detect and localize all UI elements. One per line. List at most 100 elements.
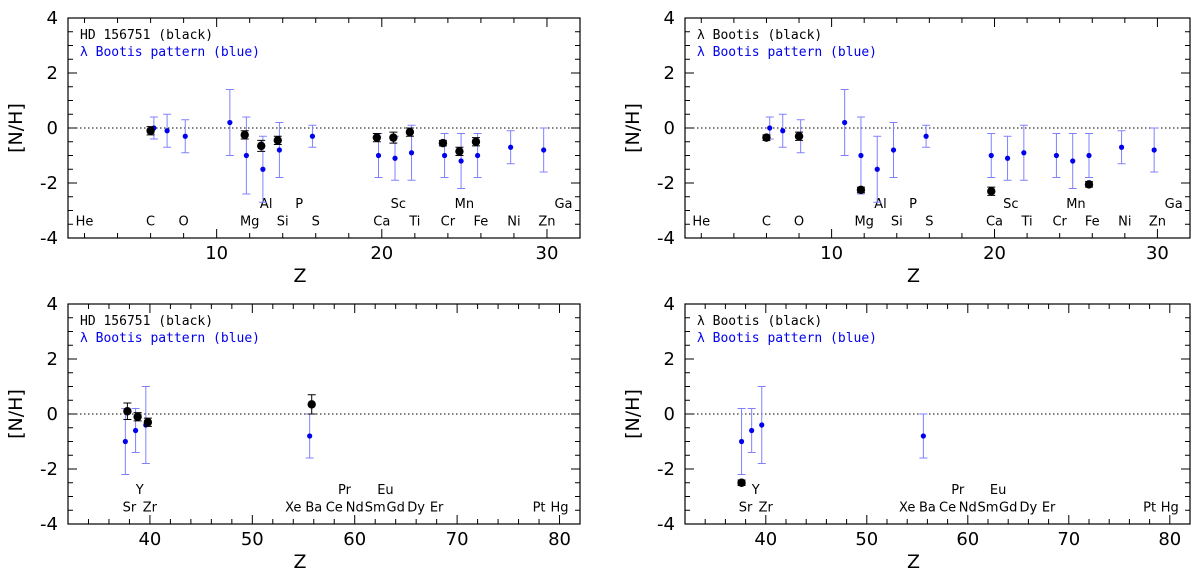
x-tick-label: 80 <box>548 529 571 550</box>
data-point <box>475 152 481 159</box>
x-tick-label: 30 <box>536 243 559 264</box>
y-tick-label: 4 <box>47 294 58 315</box>
data-point <box>858 152 864 159</box>
y-tick-label: 0 <box>47 404 58 425</box>
x-tick-label: 60 <box>956 529 979 550</box>
y-tick-label: 2 <box>47 63 58 84</box>
y-tick-label: -2 <box>40 173 58 194</box>
element-label-hg: Hg <box>551 501 569 516</box>
y-tick-label: 4 <box>664 8 675 29</box>
data-point <box>375 152 382 159</box>
data-point <box>780 128 786 134</box>
element-label-ni: Ni <box>1118 215 1131 230</box>
element-label-nd: Nd <box>346 501 364 516</box>
data-point <box>307 400 316 409</box>
x-tick-label: 20 <box>983 243 1006 264</box>
data-point <box>759 422 765 428</box>
data-point <box>842 119 848 126</box>
x-tick-label: 40 <box>754 529 777 550</box>
series-black <box>737 478 746 487</box>
panel-top-right: 420-2-410 20 30Z[N/H]λ Bootis (black)λ Boo… <box>622 8 1191 287</box>
y-tick-label: -2 <box>40 459 58 480</box>
data-point <box>890 147 897 153</box>
data-point <box>1086 152 1092 159</box>
legend-entry-black: λ Bootis (black) <box>697 314 822 329</box>
x-tick-label: 70 <box>1057 529 1080 550</box>
element-label-gd: Gd <box>387 501 405 516</box>
element-label-sr: Sr <box>739 501 753 516</box>
data-point <box>164 128 170 134</box>
y-axis-label: [N/H] <box>622 389 644 439</box>
element-label-ce: Ce <box>326 501 343 516</box>
element-label-c: C <box>762 215 771 230</box>
element-label-er: Er <box>430 501 444 516</box>
data-point <box>1151 147 1157 153</box>
x-tick-label: 70 <box>446 529 469 550</box>
x-tick-label: 30 <box>1146 243 1169 264</box>
element-label-cr: Cr <box>441 215 456 230</box>
x-tick-label: 50 <box>241 529 264 550</box>
element-label-y: Y <box>751 483 760 498</box>
element-label-eu: Eu <box>990 483 1006 498</box>
element-label-s: S <box>925 215 933 230</box>
x-axis-label: Z <box>907 265 920 287</box>
legend-entry-black: HD 156751 (black) <box>80 314 213 329</box>
y-tick-label: -2 <box>657 173 675 194</box>
data-point <box>276 147 283 153</box>
y-tick-label: 2 <box>664 349 675 370</box>
data-point <box>1021 150 1027 156</box>
element-label-ca: Ca <box>986 215 1003 230</box>
panel-top-left: 420-2-410 20 30Z[N/H]HD 156751 (black)λ Bo… <box>5 8 581 287</box>
data-point <box>143 418 153 427</box>
element-label-c: C <box>146 215 155 230</box>
data-point <box>508 144 514 150</box>
data-point <box>227 119 233 126</box>
data-point <box>856 185 866 195</box>
legend-entry-blue: λ Bootis pattern (blue) <box>697 45 877 60</box>
data-point <box>309 133 316 139</box>
element-label-pt: Pt <box>533 501 546 516</box>
y-axis-label: [N/H] <box>5 389 27 439</box>
y-tick-label: -4 <box>657 514 675 535</box>
data-point <box>923 133 929 139</box>
series-blue <box>121 386 314 475</box>
series-black <box>762 131 1094 196</box>
element-label-zr: Zr <box>759 501 774 516</box>
element-label-pr: Pr <box>338 483 352 498</box>
y-tick-label: 4 <box>47 8 58 29</box>
data-point <box>767 125 773 131</box>
data-point <box>408 150 415 156</box>
data-point <box>988 152 994 159</box>
data-point <box>1004 155 1011 161</box>
element-label-fe: Fe <box>1085 215 1100 230</box>
element-label-er: Er <box>1042 501 1056 516</box>
y-tick-label: 0 <box>47 118 58 139</box>
data-point <box>749 427 755 434</box>
element-label-ga: Ga <box>554 197 572 212</box>
element-label-mn: Mn <box>455 197 474 212</box>
x-tick-label: 80 <box>1158 529 1181 550</box>
y-tick-label: 2 <box>47 349 58 370</box>
element-label-zr: Zr <box>143 501 158 516</box>
legend-entry-blue: λ Bootis pattern (blue) <box>80 331 260 346</box>
data-point <box>392 155 398 161</box>
series-black <box>146 126 481 156</box>
data-point <box>260 166 266 172</box>
data-point <box>987 187 996 196</box>
element-label-nd: Nd <box>959 501 977 516</box>
element-label-sm: Sm <box>365 501 386 516</box>
data-point <box>1070 158 1076 164</box>
data-point <box>762 133 771 142</box>
element-label-sr: Sr <box>123 501 137 516</box>
element-label-mg: Mg <box>240 215 259 230</box>
element-label-dy: Dy <box>407 501 425 516</box>
panel-bottom-left: 4 2 0 -2 -4 40 50 60 70 80 Z [N/H] HD 156751 (black)… <box>5 294 581 573</box>
data-point <box>273 136 282 145</box>
panel-bottom-right: 4 2 0 -2 -4 40 50 60 70 80 Z [N/H] λ Bootis (black) λ… <box>622 294 1191 573</box>
data-point <box>471 137 481 146</box>
y-tick-label: 4 <box>664 294 675 315</box>
data-point <box>257 141 266 151</box>
x-tick-label: 20 <box>370 243 393 264</box>
element-label-sm: Sm <box>978 501 999 516</box>
